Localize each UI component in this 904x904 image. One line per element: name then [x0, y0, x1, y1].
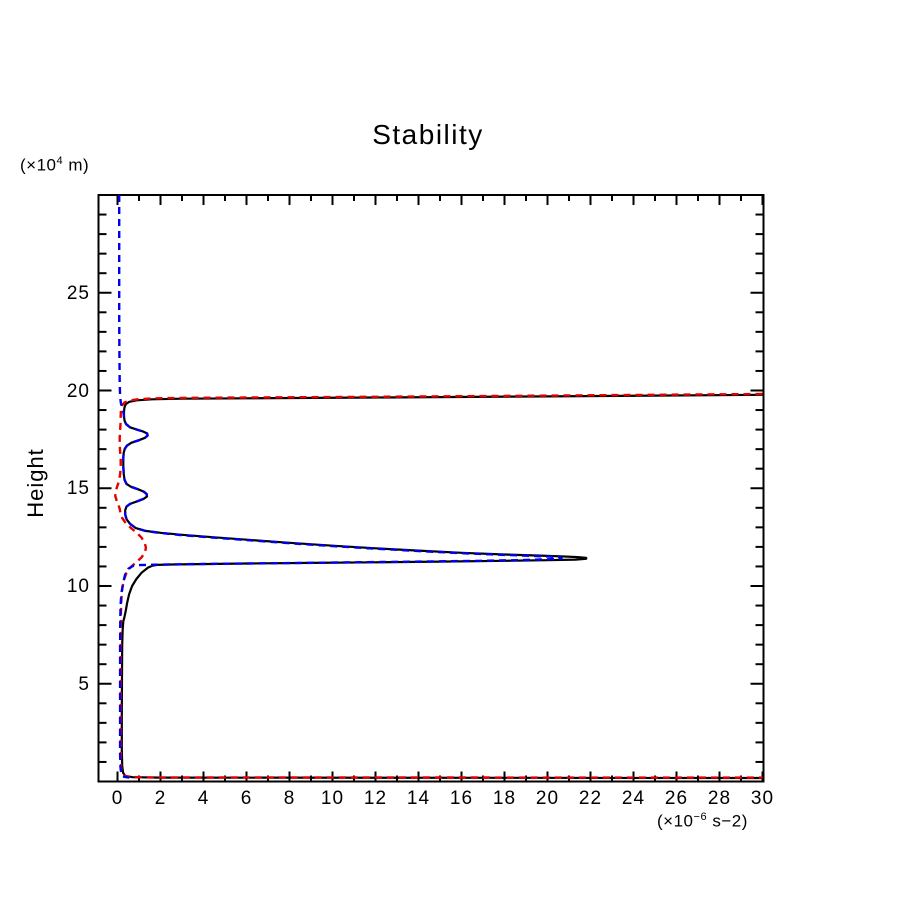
x-tick-label: 30 — [750, 788, 775, 809]
stability-profile-blue-dashed-line — [117, 195, 563, 779]
x-unit-exponent: −6 — [693, 811, 708, 823]
chart-title: Stability — [372, 119, 484, 150]
y-tick-label: 25 — [66, 282, 90, 304]
x-axis-unit-label: (×10−6 s−2) — [657, 811, 748, 832]
x-tick-label: 26 — [664, 788, 689, 809]
axes-group — [97, 194, 765, 783]
series-group — [114, 195, 763, 780]
x-tick-label: 10 — [320, 788, 345, 809]
x-tick-label: 0 — [111, 788, 124, 809]
x-unit-pre: (×10 — [657, 811, 694, 831]
y-tick-label: 10 — [66, 576, 90, 597]
x-tick-label: 14 — [406, 788, 431, 809]
x-tick-label: 4 — [197, 788, 210, 809]
x-tick-label: 28 — [707, 788, 732, 809]
y-tick-label: 20 — [66, 380, 90, 402]
x-tick-label: 2 — [154, 788, 167, 809]
x-tick-label: 24 — [621, 788, 646, 809]
plot-frame — [97, 194, 765, 783]
x-tick-label: 6 — [240, 788, 253, 809]
x-tick-label: 22 — [578, 788, 603, 809]
x-tick-label: 12 — [363, 788, 388, 809]
y-unit-exponent: 4 — [56, 155, 64, 167]
x-unit-post: s−2) — [707, 811, 748, 831]
y-unit-pre: (×10 — [20, 155, 57, 175]
y-unit-post: m) — [63, 155, 90, 175]
stability-profile-red-dashed-line — [114, 392, 763, 779]
stability-profile-solid-line — [120, 393, 763, 780]
x-tick-label: 20 — [535, 788, 560, 809]
y-tick-label: 5 — [78, 673, 90, 695]
y-tick-label: 15 — [66, 478, 90, 500]
y-axis-unit-label: (×104 m) — [20, 155, 89, 176]
x-tick-label: 18 — [492, 788, 517, 809]
x-tick-label: 8 — [283, 788, 296, 809]
x-tick-label: 16 — [449, 788, 474, 809]
